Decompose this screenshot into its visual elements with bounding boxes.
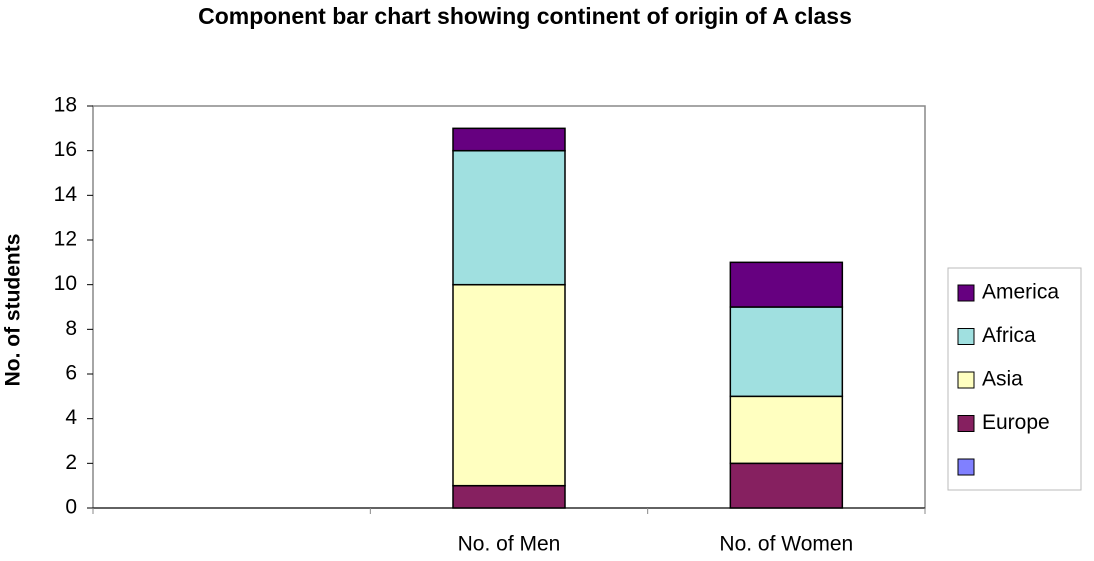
bar-segment bbox=[452, 149, 566, 286]
x-tick-label: No. of Men bbox=[458, 533, 561, 556]
y-tick-label: 10 bbox=[54, 272, 77, 295]
y-tick-label: 0 bbox=[65, 496, 77, 519]
bar-segment bbox=[729, 395, 844, 465]
y-tick-label: 18 bbox=[54, 94, 77, 117]
legend-label: Africa bbox=[982, 324, 1036, 347]
bar-segment bbox=[729, 306, 844, 398]
chart-title: Component bar chart showing continent of… bbox=[198, 3, 852, 29]
legend-swatch bbox=[957, 458, 975, 476]
bar-segment bbox=[452, 283, 566, 487]
y-tick-label: 12 bbox=[54, 228, 77, 251]
y-tick-label: 8 bbox=[65, 317, 77, 340]
x-tick-label: No. of Women bbox=[719, 533, 853, 556]
bar-segment bbox=[729, 261, 844, 308]
legend-swatch bbox=[957, 284, 975, 302]
y-tick-label: 6 bbox=[65, 362, 77, 385]
bar-segment bbox=[729, 462, 844, 509]
bar-segment bbox=[452, 127, 566, 152]
bar-segment bbox=[452, 484, 566, 509]
legend-label: Asia bbox=[982, 368, 1023, 391]
legend-swatch bbox=[957, 415, 975, 432]
legend-swatch bbox=[957, 371, 975, 389]
legend-swatch bbox=[957, 328, 975, 345]
legend-label: Europe bbox=[982, 411, 1050, 434]
y-tick-label: 16 bbox=[54, 138, 77, 161]
legend-label: America bbox=[982, 281, 1059, 304]
y-tick-label: 4 bbox=[65, 406, 77, 429]
y-tick-label: 2 bbox=[65, 451, 77, 474]
y-tick-label: 14 bbox=[54, 183, 78, 206]
y-axis-label: No. of students bbox=[2, 234, 25, 387]
